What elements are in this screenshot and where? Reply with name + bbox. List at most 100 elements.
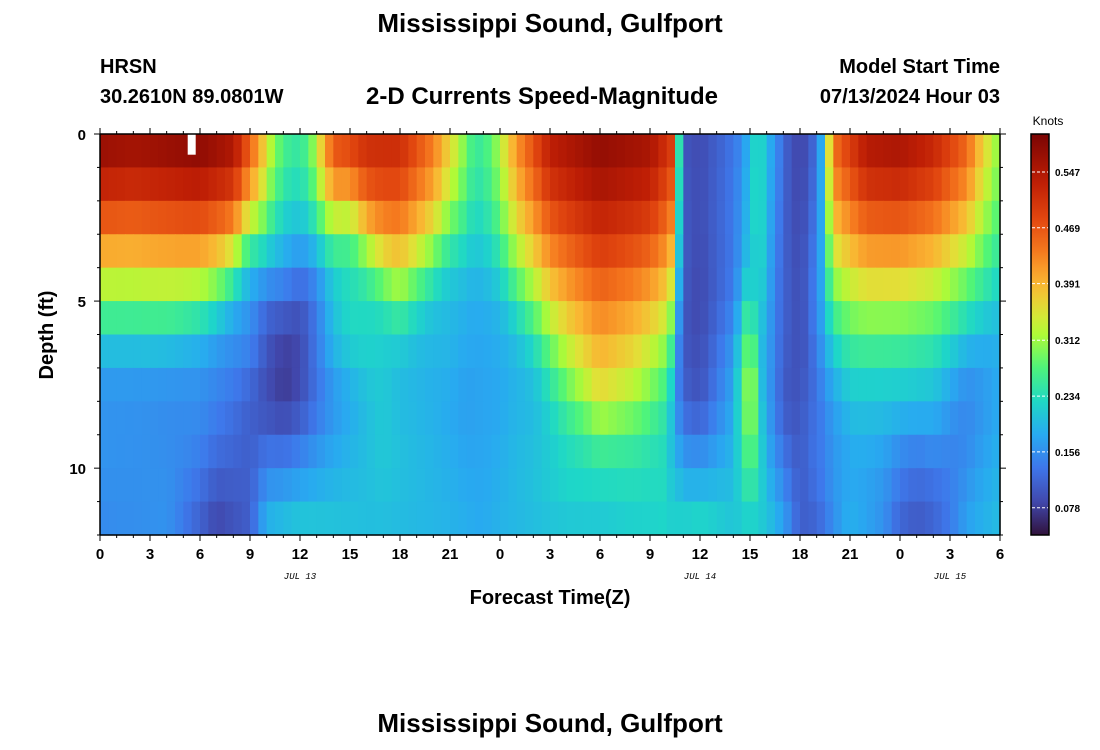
heat-cell — [508, 167, 518, 202]
x-tick-label: 12 — [292, 546, 309, 563]
heat-cell — [641, 134, 651, 169]
heat-cell — [525, 334, 534, 369]
heat-cell — [708, 501, 718, 536]
heat-cell — [833, 401, 843, 436]
heat-cell — [625, 468, 634, 503]
heat-cell — [475, 468, 484, 503]
heat-cell — [408, 200, 418, 235]
heat-cell — [991, 301, 1001, 336]
heat-cell — [358, 367, 368, 402]
heat-cell — [950, 334, 959, 369]
heat-cell — [750, 468, 759, 503]
heat-cell — [458, 267, 468, 302]
heat-cell — [950, 167, 959, 202]
heat-cell — [241, 267, 251, 302]
heat-cell — [700, 401, 709, 436]
heat-cell — [608, 334, 618, 369]
heat-cell — [675, 167, 684, 202]
heat-cell — [650, 434, 659, 469]
heat-cell — [483, 468, 493, 503]
heat-cell — [758, 167, 768, 202]
heat-cell — [758, 267, 768, 302]
heat-cell — [216, 468, 226, 503]
heat-cell — [658, 334, 668, 369]
colorbar-tick-label: 0.078 — [1055, 504, 1080, 515]
heat-cell — [900, 468, 909, 503]
heat-cell — [116, 401, 126, 436]
heat-cell — [283, 301, 293, 336]
heat-cell — [883, 468, 893, 503]
heat-cell — [475, 200, 484, 235]
heat-cell — [183, 501, 193, 536]
heat-cell — [766, 167, 776, 202]
heat-cell — [783, 301, 793, 336]
heat-cell — [916, 334, 926, 369]
heat-cell — [950, 468, 959, 503]
heat-cell — [416, 301, 426, 336]
heat-cell — [300, 434, 309, 469]
heat-cell — [741, 200, 751, 235]
heat-cell — [250, 267, 259, 302]
heat-cell — [508, 367, 518, 402]
heat-cell — [725, 501, 734, 536]
heat-cell — [583, 468, 593, 503]
heat-cell — [958, 501, 968, 536]
heat-cell — [700, 334, 709, 369]
heat-cell — [741, 434, 751, 469]
heat-cell — [750, 167, 759, 202]
heat-cell — [516, 301, 526, 336]
heat-cell — [966, 434, 976, 469]
heat-cell — [575, 301, 584, 336]
heat-cell — [833, 200, 843, 235]
heat-cell — [441, 134, 451, 169]
heat-cell — [900, 367, 909, 402]
page-title-bottom: Mississippi Sound, Gulfport — [377, 708, 723, 738]
heat-cell — [900, 267, 909, 302]
heat-cell — [558, 434, 568, 469]
heat-cell — [233, 401, 243, 436]
heat-cell — [633, 267, 643, 302]
heat-cell — [308, 468, 318, 503]
heat-cell — [350, 301, 359, 336]
heat-cell — [708, 301, 718, 336]
page-title: Mississippi Sound, Gulfport — [377, 8, 723, 38]
heat-cell — [925, 468, 934, 503]
heat-cell — [316, 434, 326, 469]
heat-cell — [800, 434, 809, 469]
heat-cell — [666, 334, 676, 369]
heat-cell — [191, 468, 201, 503]
heat-cell — [716, 134, 726, 169]
heat-cell — [891, 468, 901, 503]
heat-cell — [791, 134, 801, 169]
heat-cell — [933, 167, 943, 202]
heat-cell — [666, 434, 676, 469]
heat-cell — [241, 434, 251, 469]
heat-cell — [666, 267, 676, 302]
heat-cell — [125, 200, 134, 235]
heat-cell — [208, 367, 218, 402]
heat-cell — [766, 367, 776, 402]
heat-cell — [950, 401, 959, 436]
heat-cell — [966, 468, 976, 503]
heat-cell — [358, 134, 368, 169]
heat-cell — [508, 134, 518, 169]
heat-cell — [291, 501, 301, 536]
heat-cell — [141, 468, 151, 503]
heat-cell — [208, 334, 218, 369]
heat-cell — [883, 134, 893, 169]
heat-cell — [266, 234, 276, 269]
heat-cell — [808, 334, 818, 369]
heat-cell — [708, 167, 718, 202]
heat-cell — [241, 234, 251, 269]
heat-cell — [783, 167, 793, 202]
heat-cell — [333, 468, 343, 503]
heat-cell — [425, 501, 434, 536]
heat-cell — [616, 367, 626, 402]
heat-cell — [675, 134, 684, 169]
heat-cell — [808, 401, 818, 436]
heat-cell — [633, 200, 643, 235]
heat-cell — [150, 301, 159, 336]
heat-cell — [916, 301, 926, 336]
heat-cell — [491, 267, 501, 302]
heat-cell — [541, 200, 551, 235]
